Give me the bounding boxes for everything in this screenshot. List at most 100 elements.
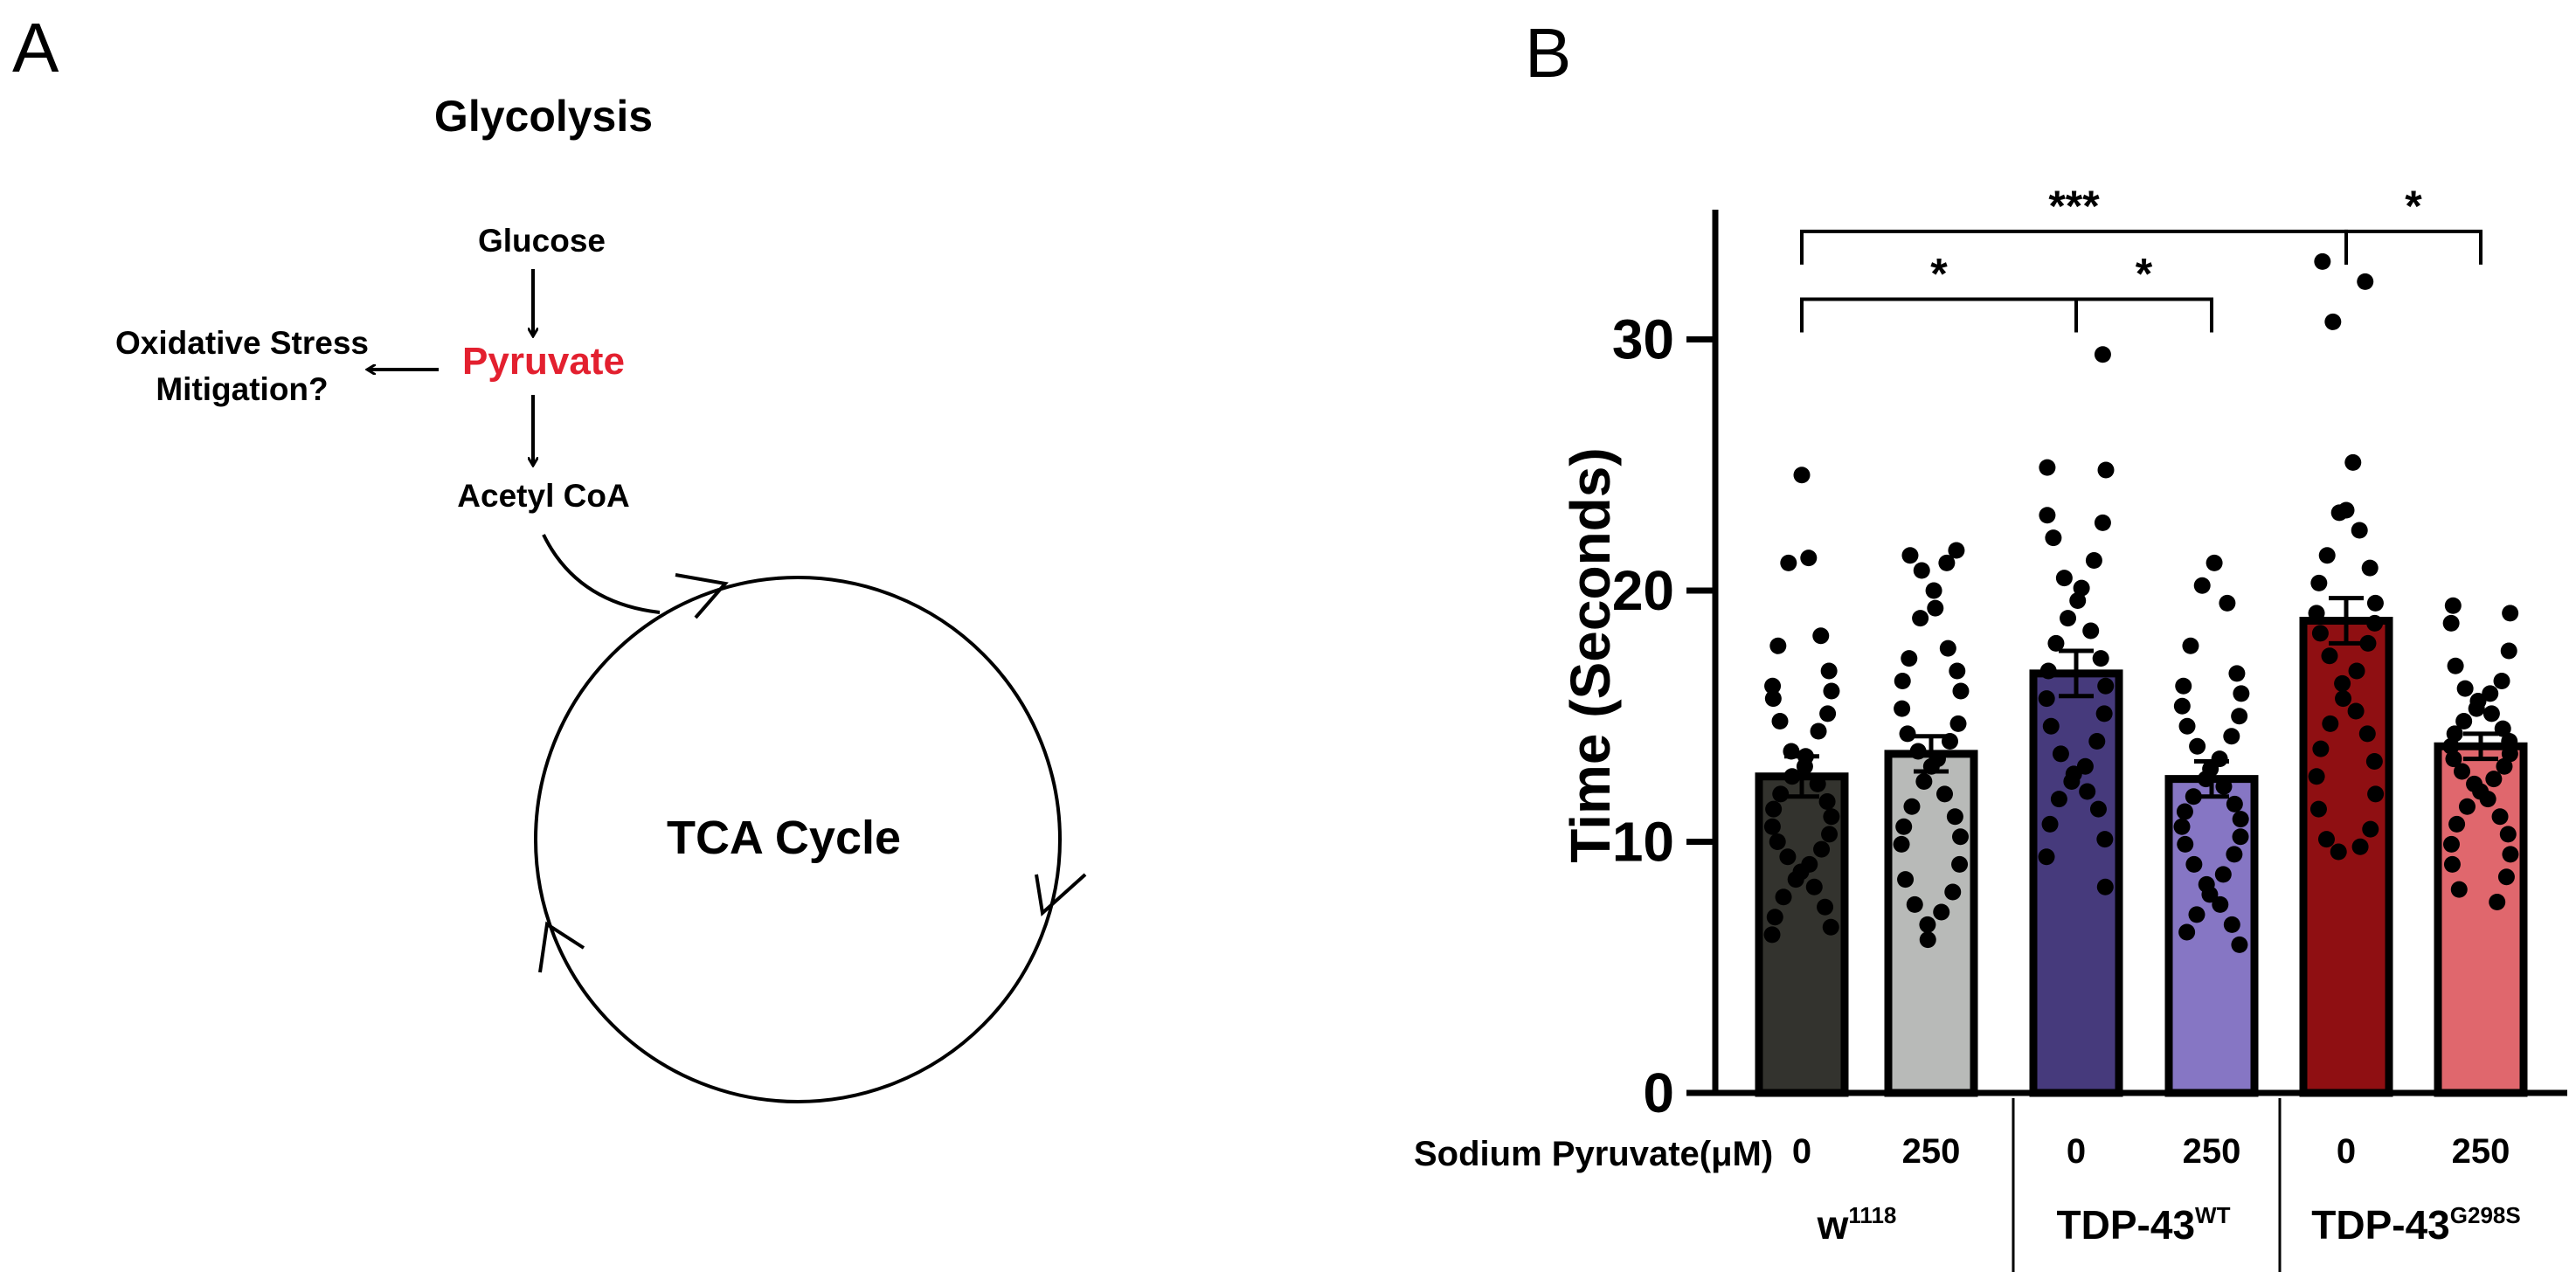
data-point <box>1822 918 1839 936</box>
data-point <box>2223 916 2240 933</box>
data-point <box>1764 690 1782 708</box>
tca-arrowhead-right <box>1035 873 1087 916</box>
data-point <box>1936 785 1954 803</box>
data-point <box>1821 826 1839 843</box>
data-point <box>1915 773 1933 790</box>
data-point <box>1912 610 1929 627</box>
data-point <box>2094 346 2111 363</box>
data-point <box>2094 514 2111 531</box>
data-point <box>1894 673 1911 689</box>
data-point <box>2443 855 2461 873</box>
data-point <box>2442 737 2460 755</box>
data-point <box>2085 552 2102 569</box>
data-point <box>2489 894 2506 910</box>
data-point <box>1818 793 1836 810</box>
data-point <box>1783 768 1801 785</box>
data-point <box>2365 753 2383 770</box>
data-point <box>1780 554 1797 571</box>
data-point <box>2502 605 2519 622</box>
data-point <box>2175 677 2192 695</box>
data-point <box>2219 594 2236 612</box>
data-point <box>1925 582 1942 599</box>
y-tick-label: 10 <box>1612 811 1674 874</box>
data-point <box>2351 522 2368 539</box>
data-point <box>1897 871 1915 888</box>
data-point <box>2362 820 2379 838</box>
tca-cycle-label: TCA Cycle <box>667 812 901 864</box>
data-point <box>2226 795 2243 812</box>
data-point <box>2330 504 2348 522</box>
data-point <box>2366 594 2384 612</box>
data-point <box>2096 831 2114 848</box>
data-point <box>1952 828 1970 846</box>
data-point <box>2097 677 2115 695</box>
data-point <box>2178 717 2196 735</box>
data-point <box>2311 625 2329 642</box>
data-point <box>2182 637 2199 654</box>
data-point <box>2312 740 2330 757</box>
data-point <box>2052 745 2069 763</box>
data-point <box>2497 868 2515 886</box>
data-point <box>2212 895 2229 913</box>
data-point <box>2223 728 2240 745</box>
significance-label: * <box>1930 250 1948 299</box>
data-point <box>2330 843 2347 861</box>
significance-bracket <box>2344 229 2483 265</box>
data-points <box>1763 252 2519 953</box>
data-point <box>1765 800 1783 818</box>
data-point <box>2445 750 2462 768</box>
data-point <box>2500 642 2517 660</box>
x-category-label: 250 <box>2452 1132 2510 1171</box>
data-point <box>2231 708 2248 725</box>
data-point <box>2095 705 2113 722</box>
data-point <box>2309 800 2327 818</box>
data-point <box>2069 592 2087 609</box>
data-point <box>1951 855 1969 873</box>
data-point <box>2496 757 2513 775</box>
x-category-labels: 0 250 0 250 0 250 <box>1792 1132 2510 1171</box>
data-point <box>2455 713 2473 729</box>
data-point <box>1944 883 1962 901</box>
data-point <box>1919 916 1936 933</box>
data-point <box>2092 650 2109 667</box>
data-point <box>1823 808 1840 826</box>
bars <box>1755 617 2528 1097</box>
data-point <box>2491 808 2509 826</box>
data-point <box>2318 547 2336 564</box>
treatment-label: Sodium Pyruvate(μM) <box>1414 1135 1773 1173</box>
error-bars <box>1784 596 2498 799</box>
data-point <box>2088 733 2106 750</box>
data-point <box>1805 878 1823 895</box>
group-label-tdp43-g298s: TDP-43G298S <box>2311 1202 2520 1248</box>
data-point <box>2447 657 2464 674</box>
data-point <box>2038 848 2055 866</box>
data-point <box>2226 846 2243 863</box>
data-point <box>1763 818 1781 835</box>
data-point <box>2454 763 2471 780</box>
significance-brackets: *** ** * <box>1800 182 2483 333</box>
acetyl-entry-curve <box>542 534 661 614</box>
data-point <box>2185 788 2202 805</box>
data-point <box>2479 791 2496 808</box>
data-point <box>2060 610 2077 627</box>
data-point <box>2448 815 2466 833</box>
data-point <box>1779 848 1797 866</box>
x-category-label: 250 <box>2183 1132 2241 1171</box>
data-point <box>2334 674 2351 692</box>
data-point <box>2214 866 2232 883</box>
oxidative-stress-label: Oxidative Stress <box>115 325 369 361</box>
data-point <box>1893 835 1910 853</box>
bar <box>2434 742 2528 1097</box>
y-axis-label: Time (Seconds) <box>1559 447 1622 862</box>
data-point <box>2185 855 2203 873</box>
x-category-label: 0 <box>2067 1132 2086 1171</box>
data-point <box>2358 725 2376 743</box>
data-point <box>2189 737 2206 755</box>
mitigation-label: Mitigation? <box>156 371 328 407</box>
data-point <box>2493 673 2510 689</box>
data-point <box>2450 881 2468 898</box>
data-point <box>1948 542 1965 559</box>
x-category-label: 250 <box>1902 1132 1961 1171</box>
group-label-w1118: w1118 <box>1817 1202 1897 1248</box>
